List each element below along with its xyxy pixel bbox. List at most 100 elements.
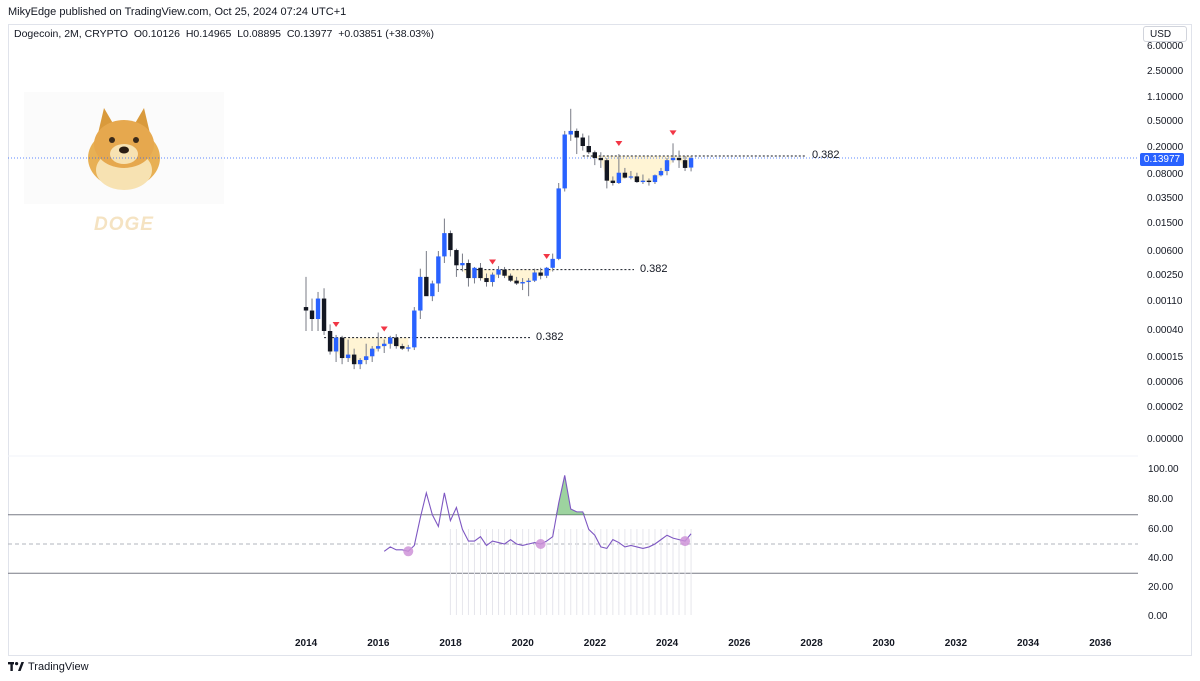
time-axis-tick-label: 2022	[583, 638, 607, 649]
time-axis-tick-label: 2014	[295, 638, 318, 649]
candle-body[interactable]	[412, 310, 417, 348]
candle-body[interactable]	[646, 180, 652, 183]
candle-body[interactable]	[418, 276, 423, 311]
candle-body[interactable]	[454, 250, 459, 266]
candle-body[interactable]	[508, 275, 513, 281]
candle-body[interactable]	[448, 233, 453, 251]
candle-body[interactable]	[327, 331, 333, 352]
candle-body[interactable]	[628, 176, 634, 178]
price-axis-tick-label: 2.50000	[1147, 66, 1184, 77]
signal-marker-icon	[489, 259, 497, 265]
rsi-line[interactable]	[383, 475, 692, 552]
candle-body[interactable]	[424, 276, 429, 297]
ohlc-change: +0.03851 (+38.03%)	[338, 28, 434, 40]
symbol-name[interactable]: Dogecoin, 2M, CRYPTO	[14, 28, 128, 40]
candle-body[interactable]	[538, 272, 543, 276]
time-axis-tick-label: 2036	[1089, 638, 1112, 649]
candle-body[interactable]	[309, 310, 315, 320]
candle-body[interactable]	[556, 188, 561, 259]
candle-body[interactable]	[436, 256, 441, 284]
signal-marker-icon	[615, 141, 623, 147]
time-axis-tick-label: 2028	[800, 638, 823, 649]
candle-body[interactable]	[550, 258, 555, 268]
candle-body[interactable]	[652, 175, 658, 183]
fib-zone-fill	[588, 155, 692, 184]
candle-body[interactable]	[394, 337, 399, 347]
candle-body[interactable]	[658, 171, 664, 176]
candle-body[interactable]	[592, 152, 597, 158]
candle-body[interactable]	[303, 307, 309, 311]
tradingview-brand[interactable]: TradingView	[28, 661, 89, 673]
candle-body[interactable]	[388, 337, 393, 344]
candle-body[interactable]	[586, 146, 591, 153]
candle-body[interactable]	[315, 298, 321, 320]
rsi-axis-tick-label: 60.00	[1148, 524, 1174, 535]
tradingview-logo-icon	[8, 662, 24, 671]
price-axis-tick-label: 0.00000	[1147, 434, 1184, 445]
candle-body[interactable]	[430, 283, 435, 297]
candle-body[interactable]	[351, 354, 357, 365]
candle-body[interactable]	[526, 280, 531, 283]
price-axis-tick-label: 1.10000	[1147, 92, 1184, 103]
candle-body[interactable]	[484, 278, 489, 283]
candle-body[interactable]	[472, 267, 477, 279]
candle-body[interactable]	[345, 354, 351, 359]
candle-body[interactable]	[574, 130, 579, 138]
candle-body[interactable]	[532, 272, 537, 281]
candle-body[interactable]	[339, 337, 345, 359]
candle-body[interactable]	[616, 172, 622, 184]
rsi-overbought-fill	[555, 475, 586, 515]
candle-body[interactable]	[664, 160, 670, 172]
candle-body[interactable]	[333, 337, 339, 352]
candle-body[interactable]	[634, 176, 640, 183]
candle-body[interactable]	[466, 262, 471, 279]
candle-body[interactable]	[376, 346, 381, 349]
time-axis-tick-label: 2034	[1017, 638, 1040, 649]
rsi-axis-tick-label: 40.00	[1148, 553, 1174, 564]
candle-body[interactable]	[598, 157, 604, 161]
price-axis-tick-label: 0.00040	[1147, 325, 1184, 336]
candle-body[interactable]	[442, 233, 447, 257]
candle-body[interactable]	[382, 343, 387, 347]
price-axis-tick-label: 0.03500	[1147, 193, 1184, 204]
price-axis-tick-label: 0.00015	[1147, 352, 1184, 363]
candle-body[interactable]	[544, 267, 549, 276]
time-axis-tick-label: 2016	[367, 638, 390, 649]
candle-body[interactable]	[568, 130, 573, 135]
candle-body[interactable]	[400, 346, 405, 349]
candle-body[interactable]	[460, 262, 465, 266]
candle-body[interactable]	[676, 157, 682, 161]
fib-level-label: 0.382	[640, 262, 668, 275]
ohlc-close: C0.13977	[286, 28, 333, 40]
candle-body[interactable]	[357, 359, 363, 365]
price-axis-tick-label: 0.00002	[1147, 402, 1184, 413]
currency-button[interactable]: USD	[1143, 26, 1187, 42]
candle-body[interactable]	[640, 180, 646, 183]
signal-marker-icon	[332, 321, 340, 327]
candle-body[interactable]	[580, 137, 585, 147]
candle-body[interactable]	[502, 269, 507, 276]
candle-body[interactable]	[363, 356, 369, 360]
candle-body[interactable]	[406, 347, 411, 349]
candle-body[interactable]	[562, 134, 567, 189]
symbol-legend: Dogecoin, 2M, CRYPTO O0.10126 H0.14965 L…	[14, 28, 434, 40]
candle-body[interactable]	[688, 158, 694, 168]
candle-body[interactable]	[514, 280, 519, 284]
candle-body[interactable]	[622, 172, 628, 178]
candle-body[interactable]	[682, 160, 688, 168]
candle-body[interactable]	[478, 267, 483, 279]
signal-marker-icon	[380, 326, 388, 332]
footer: TradingView	[8, 661, 89, 673]
candle-body[interactable]	[496, 269, 501, 275]
candle-body[interactable]	[670, 157, 676, 161]
candle-body[interactable]	[610, 180, 616, 184]
candle-body[interactable]	[520, 282, 525, 284]
candle-body[interactable]	[369, 348, 375, 357]
time-axis-tick-label: 2024	[656, 638, 679, 649]
candle-body[interactable]	[604, 160, 610, 181]
time-axis-tick-label: 2018	[439, 638, 462, 649]
candle-body[interactable]	[490, 274, 495, 283]
publisher-info: MikyEdge published on TradingView.com, O…	[8, 6, 347, 18]
candle-body[interactable]	[321, 298, 327, 331]
